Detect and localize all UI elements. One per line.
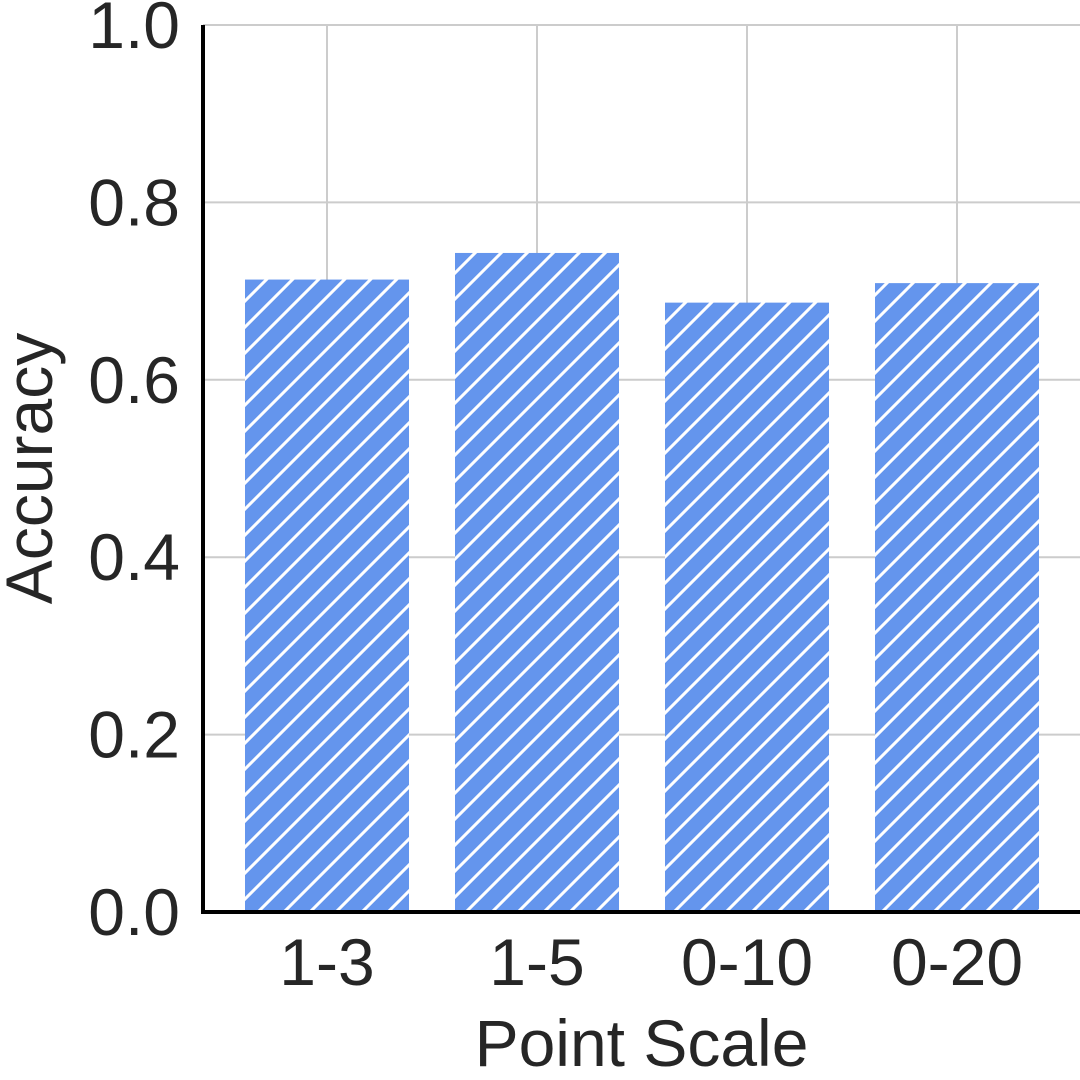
x-tick-label: 0-10 xyxy=(681,925,813,999)
y-tick-label: 0.0 xyxy=(88,875,180,949)
y-tick-labels: 0.0 0.2 0.4 0.6 0.8 1.0 xyxy=(88,0,180,949)
y-tick-label: 0.4 xyxy=(88,520,180,594)
y-tick-label: 1.0 xyxy=(88,0,180,62)
y-axis-title: Accuracy xyxy=(0,333,66,604)
x-axis-title: Point Scale xyxy=(475,1006,809,1080)
x-tick-label: 1-3 xyxy=(279,925,374,999)
x-tick-label: 0-20 xyxy=(891,925,1023,999)
bar-1-3 xyxy=(245,279,409,913)
x-tick-labels: 1-3 1-5 0-10 0-20 xyxy=(279,925,1023,999)
y-tick-label: 0.2 xyxy=(88,698,180,772)
bar-0-10 xyxy=(665,302,829,913)
x-gridlines xyxy=(326,25,958,912)
bar-0-20 xyxy=(875,283,1039,912)
bars xyxy=(245,252,1039,913)
y-tick-label: 0.8 xyxy=(88,165,180,239)
bar-1-5 xyxy=(455,252,619,913)
x-tick-label: 1-5 xyxy=(489,925,584,999)
y-tick-label: 0.6 xyxy=(88,343,180,417)
